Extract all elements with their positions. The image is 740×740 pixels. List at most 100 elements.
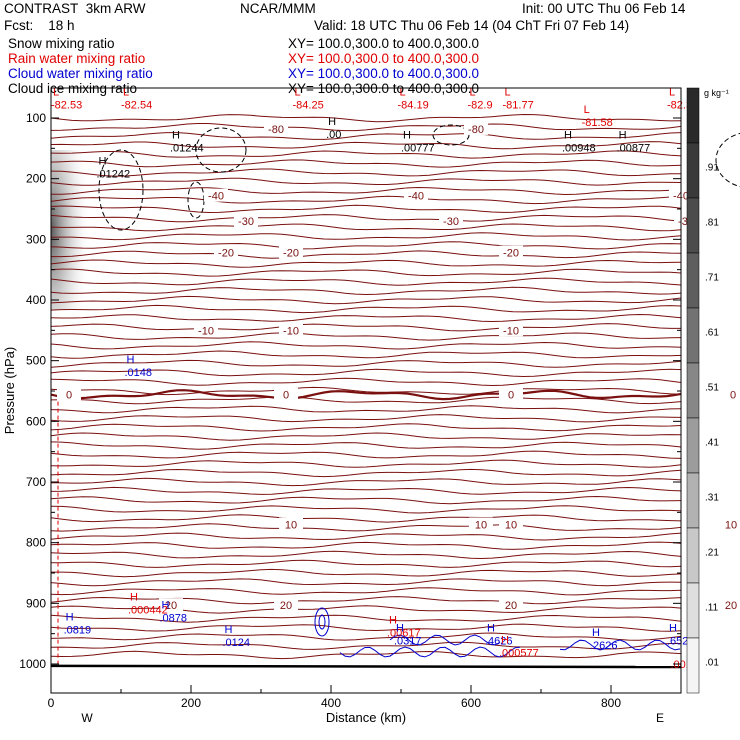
colorbar-label: .41 (705, 438, 719, 449)
snow-shade-area (51, 150, 91, 310)
x-tick-label: 600 (461, 696, 481, 710)
temperature-contour-label: 20 (505, 600, 517, 612)
temperature-contour-line (50, 332, 682, 341)
temperature-contour-line (50, 632, 682, 641)
temperature-contour-line (50, 168, 682, 177)
x-axis-label: Distance (km) (326, 710, 406, 725)
contour-label-bg (264, 121, 288, 135)
x-tick-label: 800 (601, 696, 621, 710)
extremum-marker: H (501, 635, 509, 647)
legend-cloudwater-label: Cloud water mixing ratio (8, 66, 153, 81)
y-tick-label: 300 (26, 232, 46, 246)
colorbar-swatch (686, 472, 700, 529)
temperature-contour-line (50, 113, 682, 123)
cloud-water-contour (318, 614, 326, 630)
y-tick-label: 600 (26, 414, 46, 428)
temperature-contour-line (50, 214, 682, 223)
x-tick-label: 0 (48, 696, 55, 710)
temperature-contour-label: -80 (468, 124, 484, 136)
contour-label-bg (194, 323, 218, 337)
temperature-contour-line (50, 159, 682, 168)
temperature-contour-label: -40 (208, 191, 224, 203)
temperature-contour-label: -80 (268, 124, 284, 136)
temperature-contour-line (50, 450, 682, 459)
temperature-contours (50, 113, 682, 669)
temperature-contour-line (50, 268, 682, 277)
extremum-value: .01242 (97, 168, 131, 180)
y-tick-label: 100 (26, 111, 46, 125)
extremum-marker: H (592, 627, 600, 639)
temperature-contour-label: -20 (283, 248, 299, 260)
temperature-contour-line (50, 523, 682, 532)
contour-label-bg (404, 188, 428, 202)
extremum-value: .0124 (223, 637, 251, 649)
colorbar-label: .71 (705, 273, 719, 284)
contour-label-bg (721, 387, 740, 401)
x-tick-label: 200 (181, 696, 201, 710)
colorbar-label: .91 (705, 163, 719, 174)
extremum-marker: H (396, 623, 404, 635)
temperature-contour-line (51, 250, 682, 259)
temperature-contour-line (50, 596, 682, 605)
temperature-contour-label: 10 (505, 519, 517, 531)
contour-label-bg (57, 387, 81, 401)
x-end-label-west: W (81, 711, 93, 725)
extremum-value: .000442 (128, 605, 168, 617)
temperature-contour-line (50, 177, 682, 186)
extremum-marker: H (130, 592, 138, 604)
colorbar-swatch (686, 637, 700, 694)
temperature-contour-label: 20 (725, 600, 737, 612)
extremum-marker: H (619, 129, 627, 141)
temperature-contour-line (50, 423, 682, 432)
extremum-marker: H (66, 612, 74, 624)
plot-frame (50, 87, 682, 694)
colorbar-swatch (686, 362, 700, 419)
temperature-contour-label: 0 (730, 390, 736, 402)
temperature-contour-label: -10 (198, 325, 214, 337)
colorbar-unit: g kg⁻¹ (704, 88, 729, 98)
colorbar-label: .51 (705, 383, 719, 394)
extremum-marker: H (669, 623, 677, 635)
contour-label-bg (499, 245, 523, 259)
extremum-marker: H (403, 129, 411, 141)
forecast-hour: Fcst: 18 h (4, 18, 75, 33)
fcst-value: 18 h (48, 18, 75, 33)
extremum-value: -82.53 (51, 99, 82, 111)
center-label: NCAR/MMM (240, 1, 316, 16)
y-tick-label: 200 (26, 172, 46, 186)
temperature-contour-label: 10 (725, 519, 737, 531)
temperature-contour-line (50, 195, 682, 205)
temperature-contour-label: -20 (218, 248, 234, 260)
temperature-contour-line (50, 223, 682, 232)
extremum-marker: H (127, 354, 135, 366)
temperature-contour-line (50, 277, 682, 286)
temperature-contour-line (50, 614, 682, 623)
contour-label-bg (464, 121, 488, 135)
extremum-value: .00948 (562, 142, 596, 154)
extremum-value: -81.58 (582, 117, 613, 129)
extremum-marker: H (487, 623, 495, 635)
temperature-contour-label: 0 (66, 390, 72, 402)
contour-label-bg (214, 245, 238, 259)
contour-label-bg (719, 517, 740, 531)
temperature-contour-line (50, 486, 682, 495)
temperature-contour-line (50, 432, 682, 441)
temperature-contour-line (50, 550, 682, 560)
cloud-ice-contour (98, 149, 144, 231)
temperature-contour-line (50, 341, 682, 350)
temperature-contour-line (50, 132, 682, 140)
temperature-contour-line (50, 377, 682, 387)
extremum-value: .01244 (170, 142, 204, 154)
y-tick-label: 1000 (19, 657, 46, 671)
temperature-contour-line (50, 405, 682, 414)
extremum-value: .2626 (590, 640, 618, 652)
extremum-value: -84.19 (398, 99, 429, 111)
extremum-marker: H (225, 624, 233, 636)
extremum-marker: H (99, 155, 107, 167)
temperature-contour-label: -30 (238, 216, 254, 228)
temperature-contour-label: 0 (508, 390, 514, 402)
contour-label-bg (279, 245, 303, 259)
temperature-contour-label: 10 (285, 519, 297, 531)
surface-line (50, 664, 682, 669)
